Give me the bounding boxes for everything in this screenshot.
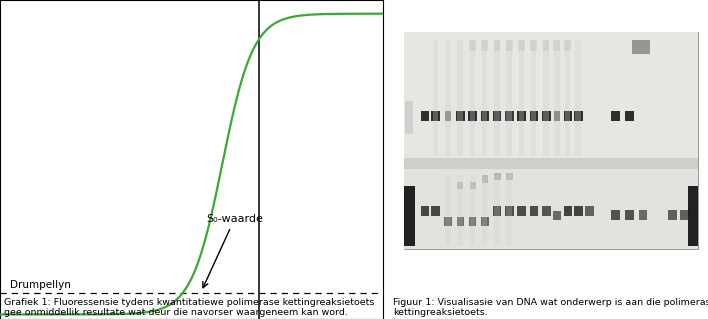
Bar (543, 41, 549, 156)
Bar (506, 173, 513, 180)
Bar (531, 41, 537, 156)
Bar (469, 41, 475, 156)
Bar (554, 111, 561, 121)
Bar (469, 182, 476, 189)
Bar (404, 186, 415, 246)
Bar (574, 206, 583, 216)
Bar (530, 206, 538, 216)
Bar (518, 41, 525, 51)
Bar (506, 41, 512, 156)
Bar (506, 41, 513, 51)
Bar (481, 111, 489, 121)
Bar (457, 182, 464, 189)
Bar (431, 111, 440, 121)
Bar (445, 111, 452, 121)
Text: Drumpellyn: Drumpellyn (10, 280, 71, 290)
Text: Figuur 1: Visualisasie van DNA wat onderwerp is aan die polimerase
kettingreaksi: Figuur 1: Visualisasie van DNA wat onder… (393, 298, 708, 317)
Bar (542, 206, 551, 216)
Bar (687, 186, 697, 246)
Bar (506, 206, 514, 216)
Bar (469, 217, 476, 226)
Bar (445, 41, 450, 156)
Bar (554, 211, 561, 220)
Bar (611, 111, 620, 121)
Bar (404, 32, 698, 249)
Bar (554, 41, 560, 51)
Bar (456, 111, 464, 121)
Bar (404, 32, 698, 249)
Bar (554, 41, 559, 156)
Bar (404, 32, 698, 161)
Bar (506, 111, 514, 121)
Bar (542, 111, 551, 121)
Bar (574, 111, 583, 121)
Bar (519, 41, 524, 156)
Bar (530, 111, 538, 121)
Bar (494, 41, 500, 156)
Bar (680, 210, 689, 220)
Bar (405, 101, 413, 134)
Bar (493, 111, 501, 121)
Bar (542, 41, 549, 51)
Bar (518, 111, 526, 121)
Bar (445, 217, 452, 226)
Bar (457, 217, 464, 226)
Text: Grafiek 1: Fluoressensie tydens kwantitatiewe polimerase kettingreaksietoets
gee: Grafiek 1: Fluoressensie tydens kwantita… (4, 298, 374, 317)
Bar (564, 111, 572, 121)
Bar (493, 173, 501, 180)
Bar (564, 206, 572, 216)
Bar (494, 175, 500, 246)
Bar (482, 41, 487, 156)
Bar (493, 206, 501, 216)
Bar (530, 41, 537, 51)
Bar (585, 206, 593, 216)
Bar (639, 210, 647, 220)
Bar (481, 217, 489, 226)
Bar (481, 175, 489, 183)
Bar (431, 206, 440, 216)
Bar (445, 175, 450, 246)
Bar (404, 169, 698, 249)
Bar (433, 41, 438, 156)
Bar (611, 210, 620, 220)
Bar (421, 111, 429, 121)
Bar (481, 41, 488, 51)
Bar (518, 206, 526, 216)
Bar (632, 41, 641, 54)
Bar (624, 111, 634, 121)
Bar (469, 175, 475, 246)
Bar (564, 41, 571, 51)
Bar (641, 41, 651, 54)
Bar (493, 41, 501, 51)
Bar (482, 175, 487, 246)
Bar (421, 206, 429, 216)
Bar (565, 41, 570, 156)
Bar (625, 210, 634, 220)
Bar (506, 175, 512, 246)
Bar (576, 41, 581, 156)
Bar (457, 41, 463, 156)
Text: S₀-waarde: S₀-waarde (202, 214, 263, 288)
Bar (468, 111, 477, 121)
Bar (457, 175, 463, 246)
Bar (404, 158, 698, 169)
Bar (668, 210, 677, 220)
Bar (469, 41, 476, 51)
